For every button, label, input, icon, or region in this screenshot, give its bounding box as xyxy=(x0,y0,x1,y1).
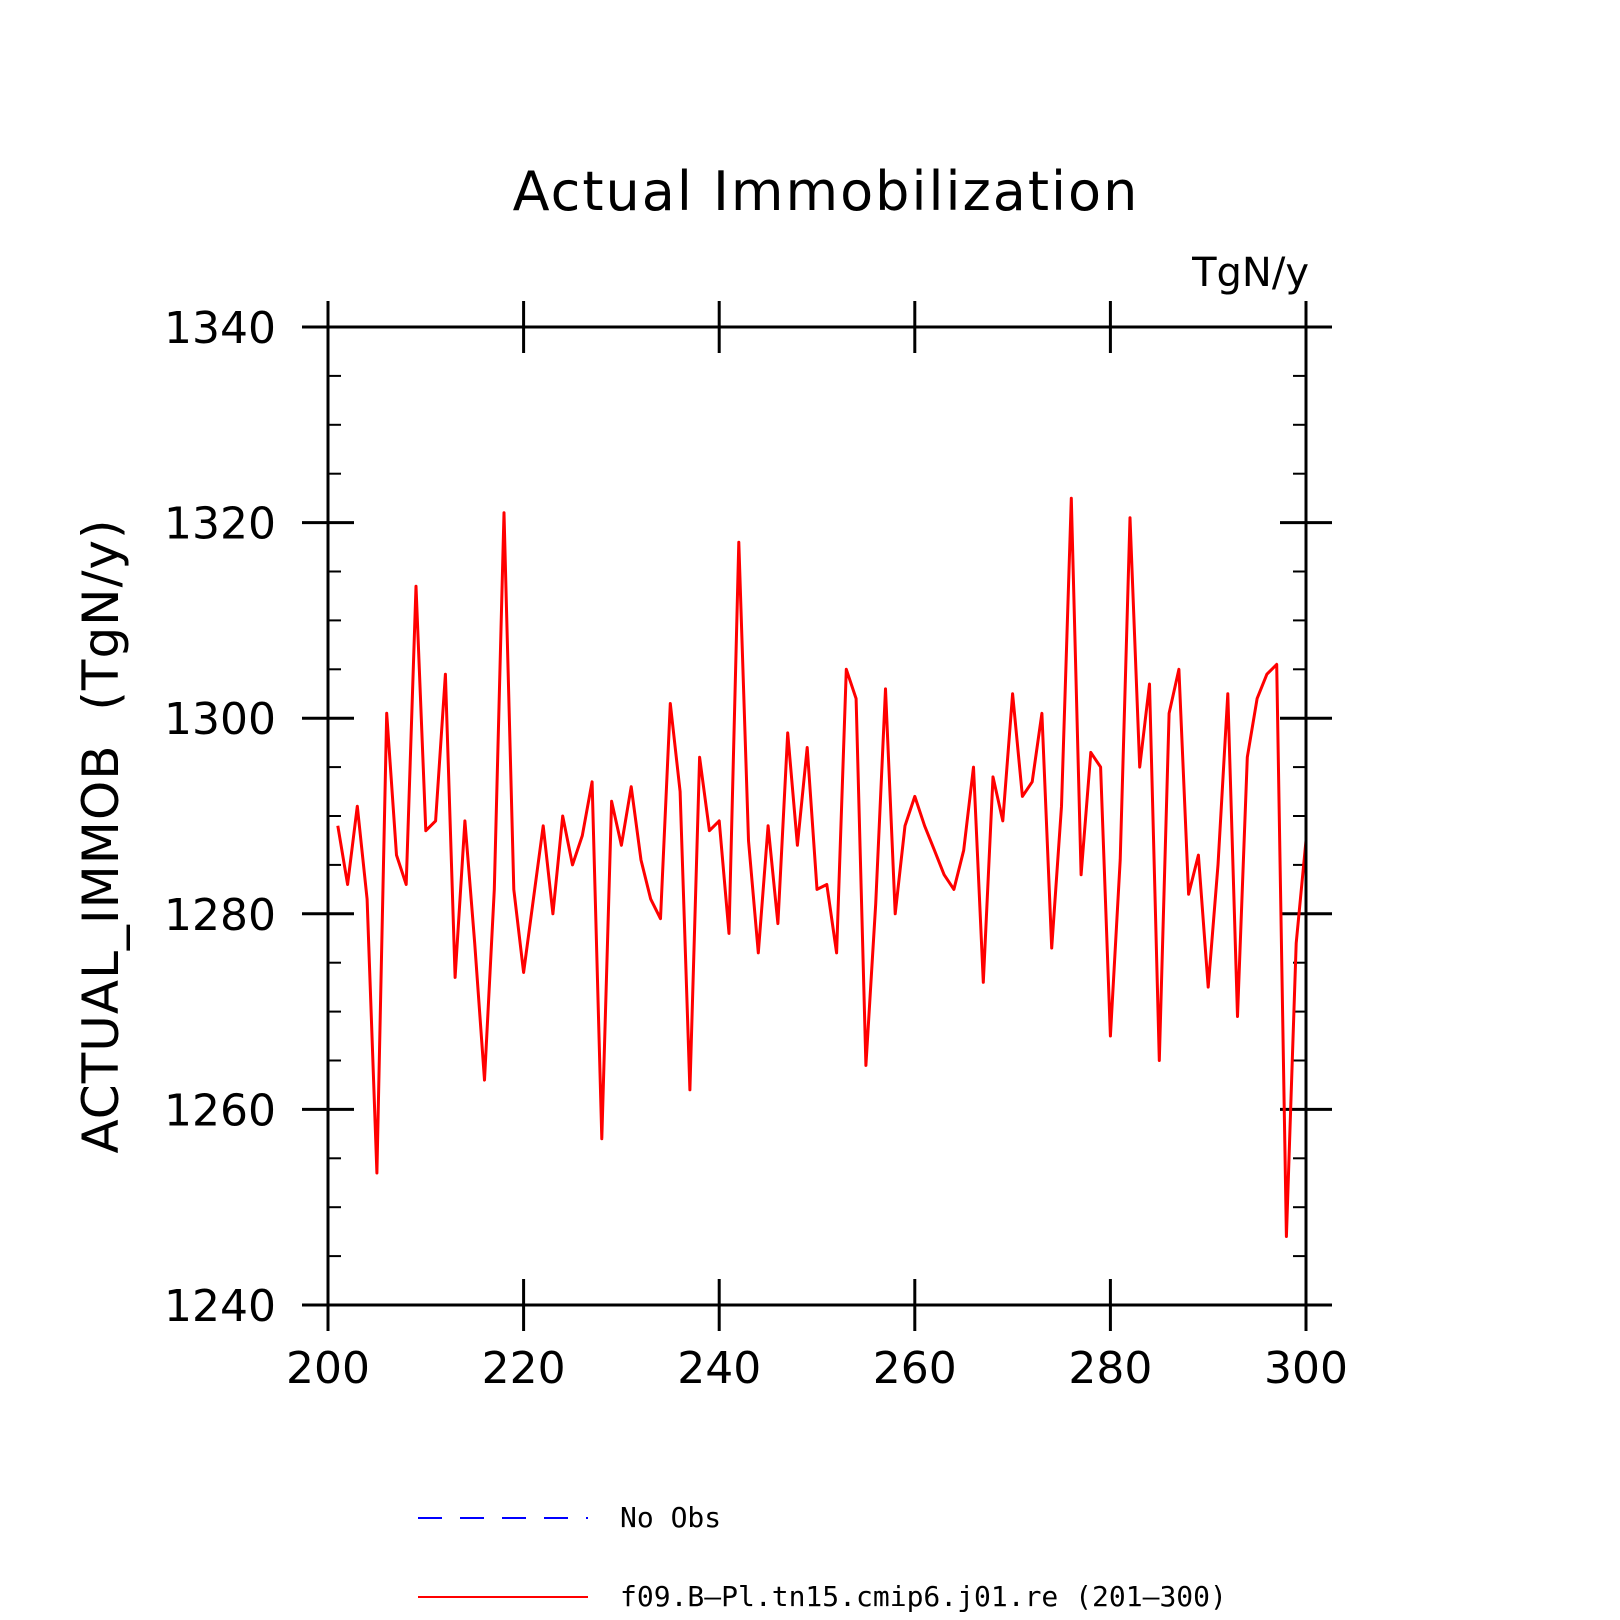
y-tick-label: 1240 xyxy=(164,1281,276,1332)
plot-series xyxy=(336,496,1308,1238)
units-label: TgN/y xyxy=(1191,250,1309,296)
y-tick-label: 1280 xyxy=(164,890,276,941)
x-axis xyxy=(326,301,1308,1331)
y-tick-label: 1340 xyxy=(164,303,276,354)
series-line xyxy=(336,496,1308,1238)
x-tick-label: 300 xyxy=(1264,1343,1348,1394)
chart-title: Actual Immobilization xyxy=(513,160,1140,223)
legend: No Obs f09.B–Pl.tn15.cmip6.j01.re (201–3… xyxy=(418,1501,1227,1613)
x-tick-label: 260 xyxy=(873,1343,957,1394)
y-tick-label: 1300 xyxy=(164,694,276,745)
y-axis-label: ACTUAL_IMMOB (TgN/y) xyxy=(72,518,130,1153)
y-tick-labels: 1240 1260 1280 1300 1320 1340 xyxy=(164,303,276,1332)
y-axis xyxy=(302,325,1332,1307)
x-tick-label: 240 xyxy=(677,1343,761,1394)
y-tick-label: 1320 xyxy=(164,499,276,550)
y-tick-label: 1260 xyxy=(164,1085,276,1136)
x-tick-labels: 200 220 240 260 280 300 xyxy=(286,1343,1348,1394)
plot-frame xyxy=(326,325,1308,1307)
legend-label-model: f09.B–Pl.tn15.cmip6.j01.re (201–300) xyxy=(620,1580,1227,1613)
legend-label-no-obs: No Obs xyxy=(620,1501,721,1534)
x-tick-label: 220 xyxy=(482,1343,566,1394)
x-tick-label: 200 xyxy=(286,1343,370,1394)
x-tick-label: 280 xyxy=(1068,1343,1152,1394)
